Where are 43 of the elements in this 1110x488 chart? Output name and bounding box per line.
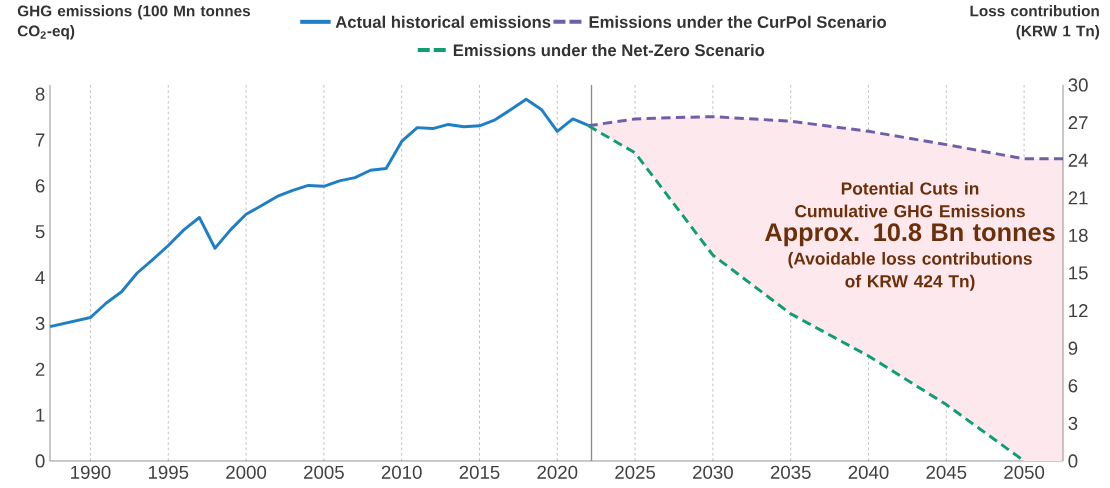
x-tick-label: 2035: [770, 465, 811, 479]
x-tick-label: 1990: [71, 465, 111, 479]
x-tick-label: 2010: [381, 465, 422, 479]
y2-axis-title: Loss contribution (KRW 1 Tn): [970, 5, 1100, 40]
y2-tick-label: 27: [1068, 116, 1088, 130]
x-tick-label: 2005: [304, 465, 344, 479]
x-tick-label: 2040: [848, 465, 889, 479]
x-tick-label: 2050: [1004, 465, 1045, 479]
y-tick-label: 7: [35, 133, 45, 147]
line-series: [48, 97, 590, 329]
legend-label: Actual historical emissions: [335, 15, 551, 28]
line-series: [586, 115, 1065, 161]
y2-tick-label: 21: [1068, 191, 1088, 205]
y2-tick-label: 6: [1068, 379, 1078, 393]
y2-tick-label: 15: [1069, 266, 1088, 280]
y2-tick-label: 0: [1068, 454, 1078, 468]
annotation: (Avoidable loss contributions of KRW 424 Tn): [788, 252, 1032, 291]
y2-tick-label: 24: [1068, 153, 1088, 167]
y2-tick-label: 12: [1069, 304, 1088, 318]
y-axis-title: GHG emissions (100 Mn tonnes CO$_{2}$-eq): [17, 5, 251, 40]
y2-tick-label: 9: [1068, 341, 1078, 355]
annotation: Potential Cuts in Cumulative GHG Emissions: [795, 181, 1025, 218]
y-tick-label: 2: [35, 362, 45, 376]
y2-tick-label: 3: [1068, 416, 1078, 430]
y2-tick-label: 18: [1069, 228, 1088, 243]
y-tick-label: 1: [36, 408, 45, 422]
x-tick-label: 2020: [537, 465, 578, 479]
x-tick-label: 2015: [459, 465, 500, 479]
x-tick-label: 2000: [226, 465, 267, 479]
x-tick-label: 1995: [148, 465, 189, 479]
x-tick-label: 2025: [615, 465, 656, 479]
y-tick-label: 6: [35, 179, 45, 193]
y-tick-label: 3: [35, 316, 45, 331]
x-tick-label: 2045: [926, 465, 967, 479]
y-tick-label: 4: [35, 271, 45, 284]
legend-label: Emissions under the CurPol Scenario: [589, 15, 887, 28]
y-tick-label: 5: [35, 225, 45, 239]
annotation: Approx. 10.8 Bn tonnes: [764, 223, 1055, 247]
y-tick-label: 0: [35, 454, 45, 468]
y-tick-label: 8: [35, 87, 45, 101]
legend-label: Emissions under the Net-Zero Scenario: [453, 43, 765, 57]
x-tick-label: 2030: [693, 465, 733, 479]
y2-tick-label: 30: [1068, 78, 1088, 92]
